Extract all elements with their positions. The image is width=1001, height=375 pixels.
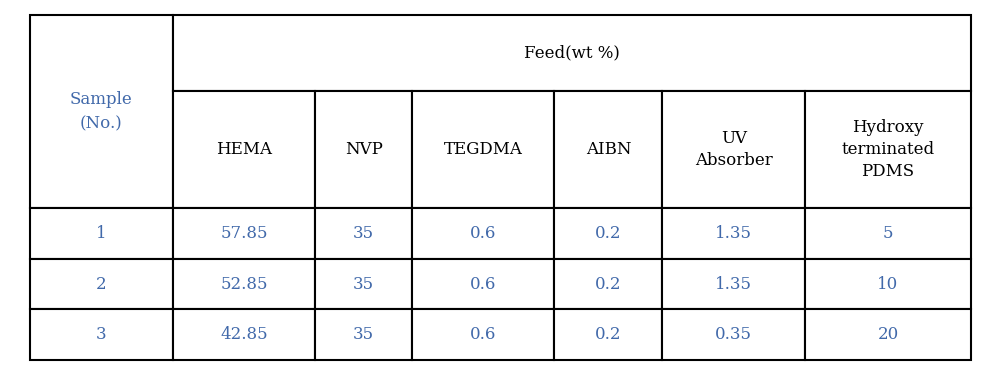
Bar [315,259,411,309]
Bar [805,309,971,360]
Bar [411,208,555,259]
Text: 3: 3 [96,326,107,343]
Text: 0.2: 0.2 [596,276,622,292]
Text: Feed(wt %): Feed(wt %) [524,44,620,62]
Bar [555,208,663,259]
Text: 0.2: 0.2 [596,326,622,343]
Bar [663,309,805,360]
Bar [805,208,971,259]
Text: 20: 20 [878,326,899,343]
Bar [30,259,173,309]
Text: 2: 2 [96,276,107,292]
Bar [173,15,971,91]
Text: 42.85: 42.85 [220,326,268,343]
Text: 5: 5 [883,225,893,242]
Bar [411,91,555,208]
Text: 0.6: 0.6 [469,276,496,292]
Text: 0.2: 0.2 [596,225,622,242]
Bar [555,91,663,208]
Bar [663,91,805,208]
Bar [555,259,663,309]
Bar [173,309,315,360]
Bar [315,208,411,259]
Text: 52.85: 52.85 [220,276,268,292]
Text: TEGDMA: TEGDMA [443,141,523,158]
Bar [315,309,411,360]
Text: 1.35: 1.35 [716,225,753,242]
Text: AIBN: AIBN [586,141,632,158]
Text: 0.35: 0.35 [716,326,753,343]
Bar [555,309,663,360]
Text: Sample
(No.): Sample (No.) [70,91,133,132]
Bar [663,208,805,259]
Bar [30,208,173,259]
Bar [411,259,555,309]
Text: HEMA: HEMA [216,141,272,158]
Text: NVP: NVP [344,141,382,158]
Bar [805,91,971,208]
Bar [30,309,173,360]
Bar [173,259,315,309]
Text: 0.6: 0.6 [469,326,496,343]
Bar [411,309,555,360]
Text: 1: 1 [96,225,107,242]
Text: 57.85: 57.85 [220,225,268,242]
Text: 35: 35 [353,326,374,343]
Text: 35: 35 [353,276,374,292]
Text: UV
Absorber: UV Absorber [695,130,773,169]
Bar [173,208,315,259]
Bar [663,259,805,309]
Text: 10: 10 [878,276,899,292]
Text: Hydroxy
terminated
PDMS: Hydroxy terminated PDMS [842,119,935,180]
Bar [173,91,315,208]
Bar [30,15,173,208]
Text: 1.35: 1.35 [716,276,753,292]
Text: 35: 35 [353,225,374,242]
Bar [315,91,411,208]
Text: 0.6: 0.6 [469,225,496,242]
Bar [805,259,971,309]
